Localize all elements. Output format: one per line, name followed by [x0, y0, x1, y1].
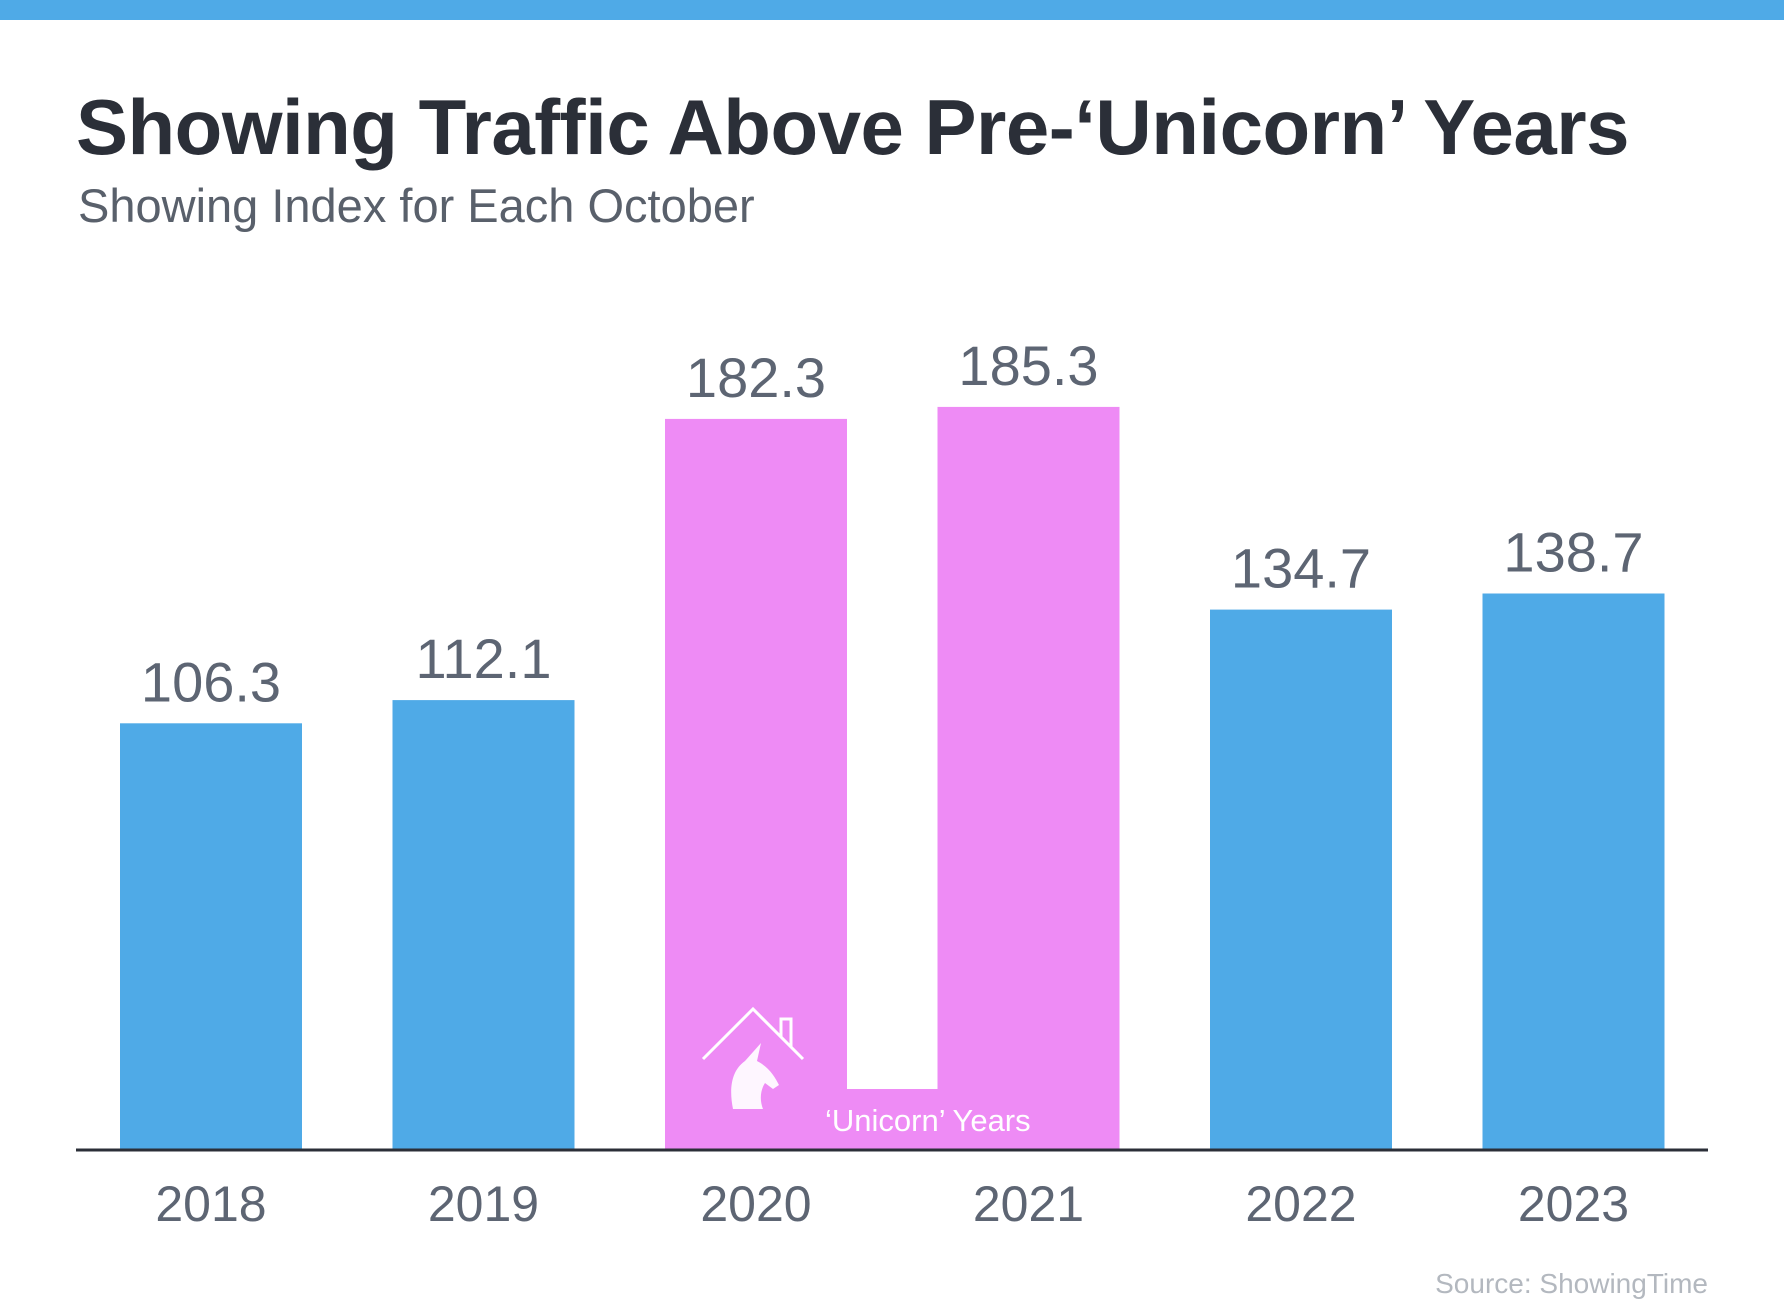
bar-2018 [120, 723, 302, 1149]
bar-2020 [665, 418, 847, 1149]
chart-subtitle: Showing Index for Each October [78, 179, 755, 232]
tick-label-2022: 2022 [1245, 1176, 1356, 1232]
bar-2023 [1482, 593, 1665, 1149]
value-label-2023: 138.7 [1503, 521, 1643, 584]
chart-title: Showing Traffic Above Pre-‘Unicorn’ Year… [76, 83, 1629, 171]
bar-2019 [392, 700, 575, 1149]
unicorn-house-icon [701, 1006, 805, 1109]
tick-label-2023: 2023 [1518, 1176, 1629, 1232]
tick-label-2021: 2021 [973, 1176, 1084, 1232]
value-label-2018: 106.3 [141, 650, 281, 713]
tick-label-2020: 2020 [700, 1176, 811, 1232]
tick-label-2019: 2019 [428, 1176, 539, 1232]
unicorn-years-label: ‘Unicorn’ Years [825, 1103, 1031, 1138]
value-label-2022: 134.7 [1231, 537, 1371, 600]
value-label-2021: 185.3 [958, 334, 1098, 397]
tick-label-2018: 2018 [155, 1176, 266, 1232]
bar-2022 [1210, 609, 1392, 1149]
value-label-2020: 182.3 [686, 346, 826, 409]
bar-2021 [937, 406, 1120, 1149]
top-accent-bar [0, 0, 1784, 20]
value-label-2019: 112.1 [416, 627, 552, 690]
source-note: Source: ShowingTime [1435, 1268, 1708, 1299]
